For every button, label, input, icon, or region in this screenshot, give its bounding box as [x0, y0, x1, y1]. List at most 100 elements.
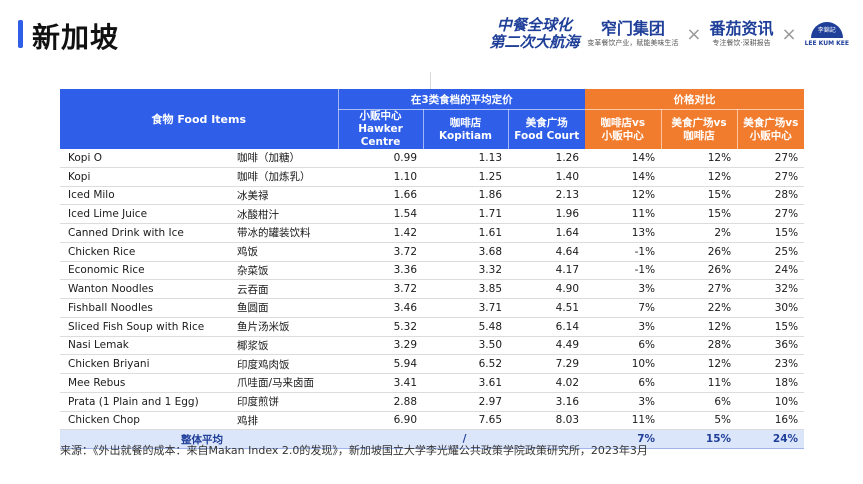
table-row: Iced Lime Juice 冰酸柑汁 1.54 1.71 1.96 11% 15% 27%: [60, 204, 805, 224]
brand-tagline: 专注餐饮·深耕报告: [712, 39, 771, 47]
cell-kopitiam-price: 1.61: [423, 223, 509, 243]
cell-food-cn: 印度鸡肉饭: [235, 354, 339, 374]
header-compare-foodcourt-hawker: 美食广场vs 小贩中心: [736, 109, 805, 149]
cell-hawker-price: 3.36: [338, 261, 424, 281]
cell-food-cn: 印度煎饼: [235, 392, 339, 412]
cell-cmp-kopitiam-hawker: 3%: [585, 279, 662, 299]
table-row: Chicken Rice 鸡饭 3.72 3.68 4.64 -1% 26% 25%: [60, 242, 805, 262]
cell-foodcourt-price: 1.26: [508, 149, 586, 168]
cell-cmp-foodcourt-kopitiam: 12%: [661, 354, 738, 374]
cell-food-en: Kopi O: [60, 149, 235, 168]
cell-cmp-foodcourt-kopitiam: 2%: [661, 223, 738, 243]
cell-kopitiam-price: 3.68: [423, 242, 509, 262]
slogan-logo: 中餐全球化 第二次大航海: [489, 17, 579, 51]
cell-foodcourt-price: 1.40: [508, 167, 586, 187]
cell-cmp-foodcourt-hawker: 15%: [737, 317, 805, 337]
cell-foodcourt-price: 7.29: [508, 354, 586, 374]
cell-kopitiam-price: 2.97: [423, 392, 509, 412]
cell-kopitiam-price: 3.32: [423, 261, 509, 281]
cell-hawker-price: 3.46: [338, 298, 424, 318]
cell-cmp-foodcourt-kopitiam: 11%: [661, 373, 738, 393]
cell-cmp-foodcourt-hawker: 27%: [737, 204, 805, 224]
cell-kopitiam-price: 5.48: [423, 317, 509, 337]
cell-cmp-foodcourt-kopitiam: 22%: [661, 298, 738, 318]
cell-hawker-price: 3.41: [338, 373, 424, 393]
cell-cmp-kopitiam-hawker: -1%: [585, 242, 662, 262]
cell-food-cn: 鸡饭: [235, 242, 339, 262]
table-row: Iced Milo 冰美禄 1.66 1.86 2.13 12% 15% 28%: [60, 186, 805, 206]
cell-food-en: Iced Lime Juice: [60, 204, 235, 224]
table-row: Chicken Briyani 印度鸡肉饭 5.94 6.52 7.29 10% 12% 23…: [60, 354, 805, 374]
cell-cmp-kopitiam-hawker: 14%: [585, 167, 662, 187]
cell-food-en: Nasi Lemak: [60, 336, 235, 356]
cell-foodcourt-price: 4.02: [508, 373, 586, 393]
cell-food-en: Kopi: [60, 167, 235, 187]
cell-food-en: Wanton Noodles: [60, 279, 235, 299]
cell-hawker-price: 0.99: [338, 149, 424, 168]
cell-kopitiam-price: 1.13: [423, 149, 509, 168]
cell-foodcourt-price: 4.51: [508, 298, 586, 318]
brand-logo-lkk: 李錦記 LEE KUM KEE: [804, 21, 849, 47]
brand-name: 番茄资讯: [709, 19, 774, 38]
cell-hawker-price: 5.94: [338, 354, 424, 374]
cell-cmp-foodcourt-kopitiam: 15%: [661, 204, 738, 224]
cell-cmp-kopitiam-hawker: 12%: [585, 186, 662, 206]
cell-hawker-price: 5.32: [338, 317, 424, 337]
cell-cmp-foodcourt-hawker: 15%: [737, 223, 805, 243]
price-comparison-table: 食物 Food Items 在3类食档的平均定价 价格对比 小贩中心 Hawke…: [60, 89, 805, 449]
cell-foodcourt-price: 6.14: [508, 317, 586, 337]
table-row: Mee Rebus 爪哇面/马来卤面 3.41 3.61 4.02 6% 11% 18%: [60, 373, 805, 393]
cell-cmp-foodcourt-hawker: 16%: [737, 411, 805, 431]
header-cmp2-line2: 咖啡店: [683, 129, 715, 142]
header-compare-group: 价格对比: [585, 89, 805, 110]
slogan-line-1: 中餐全球化: [496, 16, 572, 34]
cell-cmp-kopitiam-hawker: -1%: [585, 261, 662, 281]
brand-name: LEE KUM KEE: [804, 39, 849, 47]
cell-cmp-foodcourt-kopitiam: 27%: [661, 279, 738, 299]
brand-logo-zhaimen: 窄门集团 变革餐饮产业，赋能美味生活: [587, 20, 678, 48]
page-title: 新加坡: [32, 21, 120, 54]
table-row: Wanton Noodles 云吞面 3.72 3.85 4.90 3% 27% 32%: [60, 279, 805, 299]
cell-food-en: Economic Rice: [60, 261, 235, 281]
cell-food-cn: 咖啡（加糖）: [235, 149, 339, 168]
cell-food-cn: 冰酸柑汁: [235, 204, 339, 224]
table-row: Fishball Noodles 鱼圆面 3.46 3.71 4.51 7% 22% 30%: [60, 298, 805, 318]
cell-kopitiam-price: 3.71: [423, 298, 509, 318]
table-body: Kopi O 咖啡（加糖） 0.99 1.13 1.26 14% 12% 27% Kopi 咖啡（…: [60, 149, 805, 431]
cell-food-cn: 杂菜饭: [235, 261, 339, 281]
table-row: Economic Rice 杂菜饭 3.36 3.32 4.17 -1% 26% 24%: [60, 261, 805, 281]
header-kopitiam-cn: 咖啡店: [449, 116, 482, 129]
cell-hawker-price: 3.29: [338, 336, 424, 356]
cell-hawker-price: 1.66: [338, 186, 424, 206]
cell-kopitiam-price: 6.52: [423, 354, 509, 374]
cell-hawker-price: 1.42: [338, 223, 424, 243]
cell-foodcourt-price: 8.03: [508, 411, 586, 431]
header-hawker: 小贩中心 Hawker Centre: [337, 109, 424, 149]
cell-kopitiam-price: 3.50: [423, 336, 509, 356]
cell-cmp-foodcourt-hawker: 30%: [737, 298, 805, 318]
cell-kopitiam-price: 1.25: [423, 167, 509, 187]
header-foodcourt-cn: 美食广场: [525, 116, 568, 129]
cell-cmp-foodcourt-kopitiam: 5%: [661, 411, 738, 431]
table-row: Sliced Fish Soup with Rice 鱼片汤米饭 5.32 5.48 6…: [60, 317, 805, 337]
cell-cmp-kopitiam-hawker: 11%: [585, 411, 662, 431]
logo-strip: 中餐全球化 第二次大航海 窄门集团 变革餐饮产业，赋能美味生活 × 番茄资讯 专…: [489, 14, 849, 54]
cell-food-en: Fishball Noodles: [60, 298, 235, 318]
cell-food-en: Chicken Briyani: [60, 354, 235, 374]
cross-icon: ×: [781, 23, 797, 45]
cell-food-en: Sliced Fish Soup with Rice: [60, 317, 235, 337]
cell-cmp-foodcourt-hawker: 28%: [737, 186, 805, 206]
header-cmp1-line1: 咖啡店vs: [600, 116, 646, 129]
table-row: Kopi 咖啡（加炼乳） 1.10 1.25 1.40 14% 12% 27%: [60, 167, 805, 187]
cell-cmp-foodcourt-kopitiam: 15%: [661, 186, 738, 206]
brand-name: 窄门集团: [600, 19, 665, 38]
cell-food-en: Chicken Rice: [60, 242, 235, 262]
table-row: Prata (1 Plain and 1 Egg) 印度煎饼 2.88 2.97 3.1…: [60, 392, 805, 412]
header-kopitiam-en: Kopitiam: [439, 129, 492, 142]
cell-food-cn: 咖啡（加炼乳）: [235, 167, 339, 187]
average-slash: /: [338, 429, 586, 449]
average-cmp2: 15%: [661, 429, 738, 449]
header-price-group: 在3类食档的平均定价: [337, 89, 586, 110]
cell-hawker-price: 1.54: [338, 204, 424, 224]
cell-hawker-price: 2.88: [338, 392, 424, 412]
